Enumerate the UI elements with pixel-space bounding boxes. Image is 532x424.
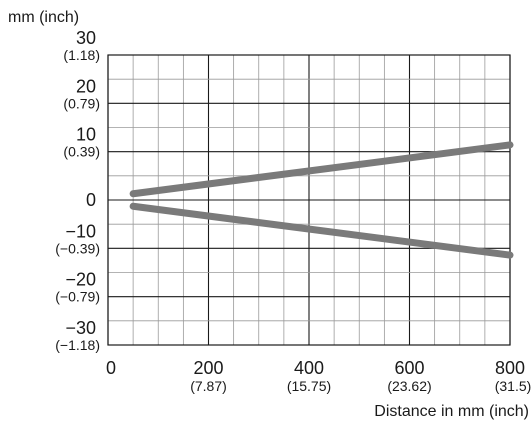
y-tick-label: 20 — [76, 76, 96, 96]
x-axis-label: Distance in mm (inch) — [374, 403, 529, 420]
y-tick-sublabel: (0.79) — [63, 95, 100, 111]
x-tick-label: 400 — [294, 358, 324, 378]
y-tick-sublabel: (0.39) — [63, 144, 100, 160]
series-line-1 — [129, 141, 514, 198]
x-tick-sublabel: (31.5) — [495, 378, 532, 394]
y-tick-sublabel: (−0.39) — [55, 240, 100, 256]
y-tick-label: 30 — [76, 28, 96, 48]
grid — [107, 54, 511, 346]
y-tick-sublabel: (1.18) — [63, 47, 100, 63]
x-tick-label: 800 — [495, 358, 525, 378]
x-tick-sublabel: (15.75) — [287, 378, 331, 394]
y-axis-label: mm (inch) — [8, 9, 79, 26]
series-layer — [129, 141, 514, 259]
y-tick-sublabel: (−0.79) — [55, 289, 100, 305]
y-tick-labels: 30(1.18)20(0.79)10(0.39)0−10(−0.39)−20(−… — [55, 28, 100, 353]
x-tick-sublabel: (7.87) — [190, 378, 227, 394]
x-tick-sublabel: (23.62) — [387, 378, 431, 394]
y-tick-label: 10 — [76, 125, 96, 145]
x-tick-label: 200 — [193, 358, 223, 378]
x-tick-label: 600 — [394, 358, 424, 378]
y-tick-label: −30 — [65, 318, 96, 338]
series-line-2 — [129, 202, 514, 259]
y-tick-label: −10 — [65, 221, 96, 241]
x-tick-labels: 0 200(7.87) 400(15.75) 600(23.62) 800(31.5) — [106, 358, 531, 394]
y-tick-label: −20 — [65, 270, 96, 290]
plot-border — [107, 54, 511, 346]
y-tick-sublabel: (−1.18) — [55, 337, 100, 353]
x-tick-label: 0 — [106, 358, 116, 378]
y-tick-label: 0 — [86, 190, 96, 210]
